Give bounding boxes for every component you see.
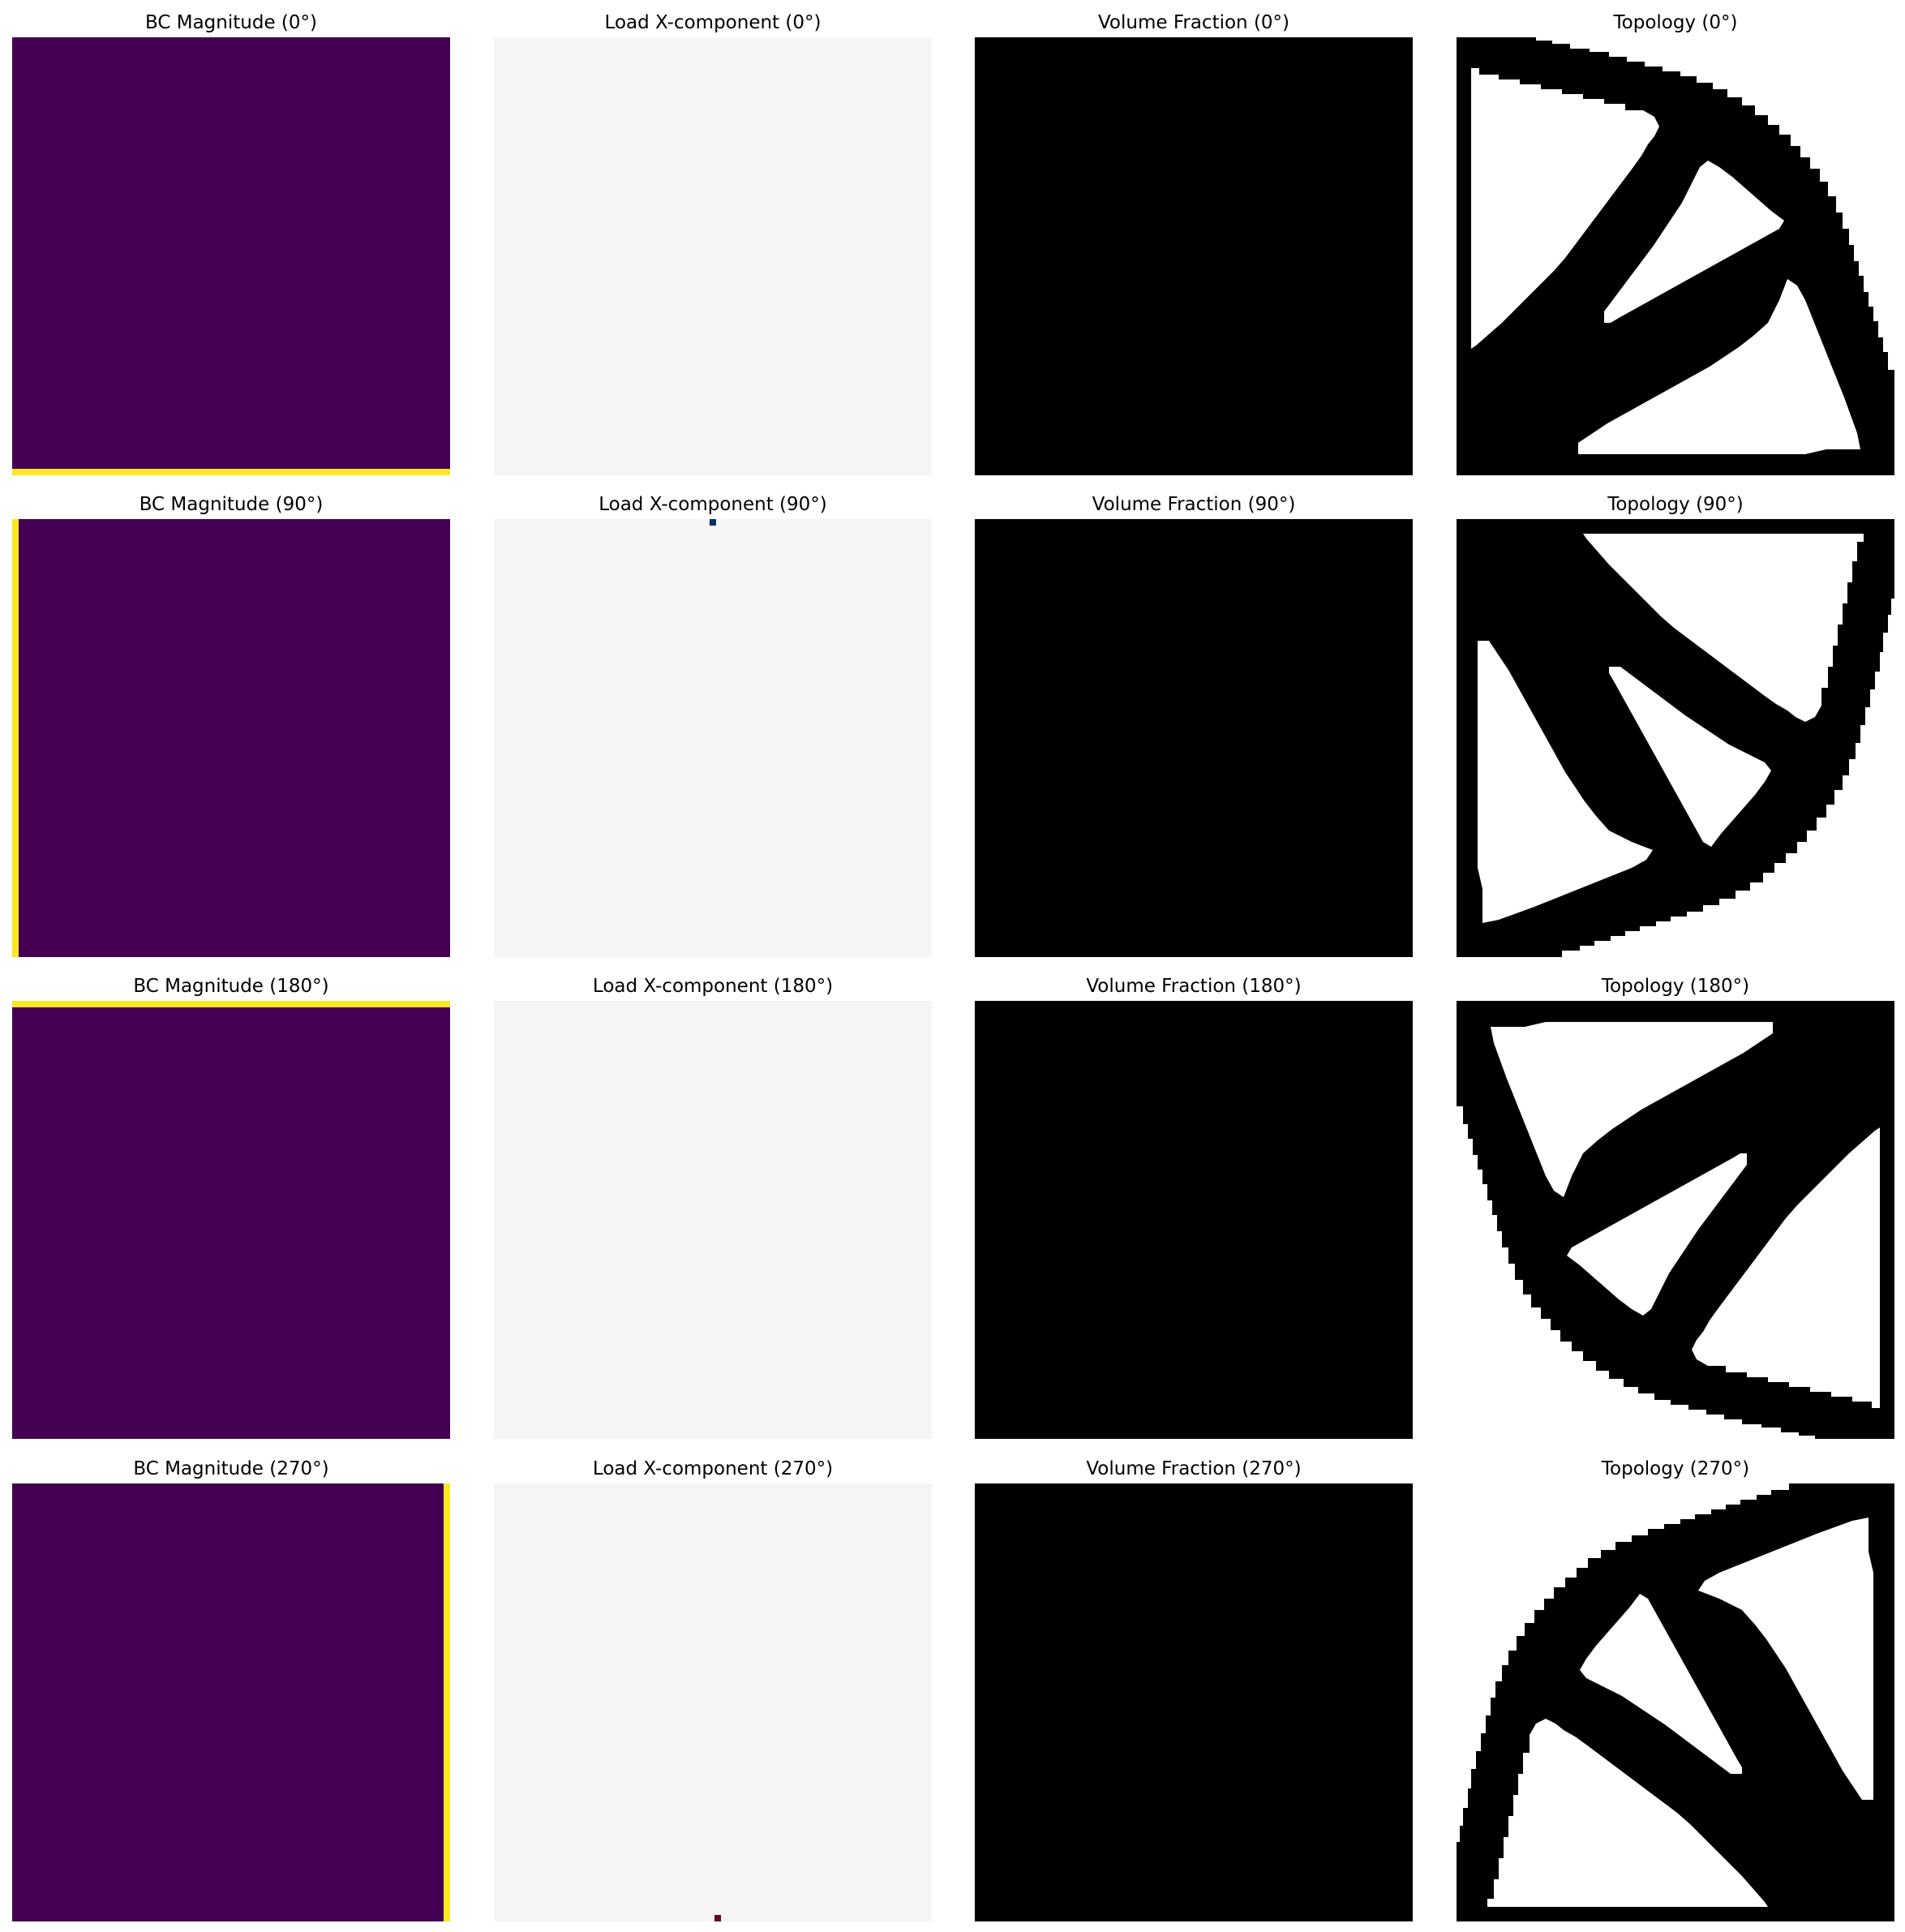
panel-bc-magnitude xyxy=(12,519,450,957)
panel-title: Load X-component (180°) xyxy=(593,976,833,997)
topology-image xyxy=(1457,519,1894,957)
heatmap-background xyxy=(494,37,932,475)
bc-edge-highlight xyxy=(12,519,19,957)
panel-title: Topology (180°) xyxy=(1601,976,1749,997)
panel-title: BC Magnitude (0°) xyxy=(145,12,317,33)
heatmap-background xyxy=(975,1483,1413,1921)
heatmap-background xyxy=(12,519,450,957)
panel-title: Topology (270°) xyxy=(1601,1458,1749,1479)
panel-load-x xyxy=(494,1483,932,1921)
panel-topology xyxy=(1457,37,1894,475)
topology-shape xyxy=(1457,519,1894,957)
heatmap-background xyxy=(12,37,450,475)
topology-shape xyxy=(1457,1001,1894,1439)
panel-volume-fraction xyxy=(975,1483,1413,1921)
heatmap-background xyxy=(494,1483,932,1921)
panel-title: BC Magnitude (270°) xyxy=(133,1458,328,1479)
panel-title: Topology (0°) xyxy=(1613,12,1738,33)
panel-title: BC Magnitude (90°) xyxy=(139,494,324,515)
panel-load-x xyxy=(494,37,932,475)
panel-title: Topology (90°) xyxy=(1607,494,1744,515)
panel-bc-magnitude xyxy=(12,1001,450,1439)
panel-load-x xyxy=(494,1001,932,1439)
panel-topology xyxy=(1457,519,1894,957)
panel-volume-fraction xyxy=(975,519,1413,957)
panel-bc-magnitude xyxy=(12,37,450,475)
heatmap-background xyxy=(975,519,1413,957)
panel-title: Volume Fraction (270°) xyxy=(1086,1458,1301,1479)
panel-title: Volume Fraction (0°) xyxy=(1098,12,1289,33)
panel-bc-magnitude xyxy=(12,1483,450,1921)
panel-volume-fraction xyxy=(975,37,1413,475)
panel-title: Volume Fraction (180°) xyxy=(1086,976,1301,997)
topology-image xyxy=(1457,37,1894,475)
topology-shape xyxy=(1457,1483,1894,1921)
panel-volume-fraction xyxy=(975,1001,1413,1439)
panel-topology xyxy=(1457,1483,1894,1921)
topology-image xyxy=(1457,1001,1894,1439)
heatmap-background xyxy=(12,1483,450,1921)
heatmap-background xyxy=(494,1001,932,1439)
heatmap-background xyxy=(494,519,932,957)
panel-title: BC Magnitude (180°) xyxy=(133,976,328,997)
panel-topology xyxy=(1457,1001,1894,1439)
topology-shape xyxy=(1457,37,1894,475)
heatmap-background xyxy=(12,1001,450,1439)
load-point-marker xyxy=(710,519,716,526)
heatmap-background xyxy=(975,1001,1413,1439)
topology-image xyxy=(1457,1483,1894,1921)
panel-title: Load X-component (0°) xyxy=(605,12,822,33)
load-point-marker xyxy=(714,1915,721,1921)
panel-title: Volume Fraction (90°) xyxy=(1092,494,1296,515)
bc-edge-highlight xyxy=(12,469,450,475)
panel-title: Load X-component (90°) xyxy=(599,494,827,515)
panel-title: Load X-component (270°) xyxy=(593,1458,833,1479)
panel-load-x xyxy=(494,519,932,957)
bc-edge-highlight xyxy=(444,1483,450,1921)
bc-edge-highlight xyxy=(12,1001,450,1007)
heatmap-background xyxy=(975,37,1413,475)
